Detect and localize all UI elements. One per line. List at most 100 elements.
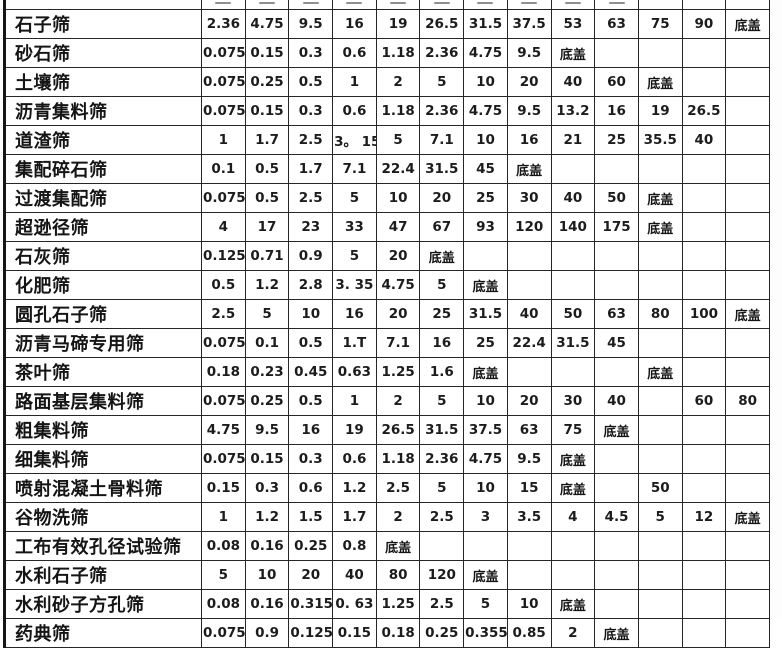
sieve-size-cell: 26.5	[375, 415, 421, 445]
empty-cell	[725, 560, 770, 590]
table-row: 过渡集配筛 0.075 0.5 2.5 5 10 20 25 30 40 50 底盖	[3, 183, 770, 213]
empty-cell	[725, 241, 770, 271]
sieve-size-cell: 25	[463, 183, 508, 213]
table-row: 石子筛 2.36 4.75 9.5 16 19 26.5 31.5 37.5 53 63 75 90 底…	[3, 9, 770, 39]
bottom-cover-cell: 底盖	[419, 241, 465, 271]
sieve-name-cell: 化肥筛	[3, 270, 202, 300]
sieve-size-cell: 35.5	[637, 125, 683, 155]
sieve-size-cell: 0.3	[288, 38, 334, 68]
sieve-size-cell: 1	[332, 386, 377, 416]
empty-cell	[637, 328, 683, 358]
sieve-size-cell: 0.5	[288, 67, 334, 97]
bottom-cover-cell: 底盖	[550, 444, 596, 474]
empty-cell	[681, 270, 727, 300]
sieve-size-cell: 0.18	[201, 357, 246, 387]
sieve-size-cell: 0.9	[288, 241, 334, 271]
sieve-size-cell: 63	[506, 415, 552, 445]
sieve-size-cell: 4.75	[244, 9, 290, 39]
sieve-size-cell: 5	[201, 560, 246, 590]
table-row: 药典筛 0.075 0.9 0.125 0.15 0.18 0.25 0.355 0.85 2 底…	[3, 618, 770, 648]
sieve-size-cell: 10	[463, 473, 508, 503]
table-row: 喷射混凝土骨料筛 0.15 0.3 0.6 1.2 2.5 5 10 15 底盖 50	[3, 473, 770, 503]
sieve-size-cell: 100	[681, 299, 727, 329]
sieve-name-cell: 茶叶筛	[3, 357, 202, 387]
empty-cell	[550, 560, 596, 590]
sieve-size-cell: 0.63	[332, 357, 377, 387]
sieve-size-cell: 1.18	[375, 96, 421, 126]
sieve-size-cell: 80	[637, 299, 683, 329]
sieve-size-cell: 9.5	[506, 444, 552, 474]
sieve-size-cell: 0.23	[244, 357, 290, 387]
empty-cell	[594, 241, 639, 271]
sieve-size-cell: 20	[506, 386, 552, 416]
sieve-size-cell: 16	[594, 96, 639, 126]
bottom-cover-cell: 底盖	[725, 299, 770, 329]
empty-cell	[550, 531, 596, 561]
empty-cell	[725, 589, 770, 619]
sieve-size-cell: 33	[332, 212, 377, 242]
sieve-size-cell: 0.6	[332, 444, 377, 474]
empty-cell	[637, 154, 683, 184]
table-row: 工布有效孔径试验筛 0.08 0.16 0.25 0.8 底盖	[3, 531, 770, 561]
sieve-size-cell: 0.075	[201, 444, 246, 474]
bottom-cover-cell: 底盖	[550, 38, 596, 68]
sieve-size-cell: 0.71	[244, 241, 290, 271]
empty-cell	[725, 212, 770, 242]
sieve-size-cell: 2.5	[419, 589, 465, 619]
table-row: 集配碎石筛 0.1 0.5 1.7 7.1 22.4 31.5 45 底盖	[3, 154, 770, 184]
sieve-size-cell: 9.5	[288, 9, 334, 39]
sieve-size-cell: 3. 35	[332, 270, 377, 300]
sieve-size-cell: 93	[463, 212, 508, 242]
empty-cell	[725, 38, 770, 68]
sieve-name-cell: 道渣筛	[3, 125, 202, 155]
sieve-size-cell: 21	[550, 125, 596, 155]
cropped-top-row	[3, 0, 770, 10]
cropped-cell	[506, 0, 552, 10]
empty-cell	[725, 183, 770, 213]
sieve-size-cell: 3。 15	[332, 125, 377, 155]
sieve-size-cell: 1	[201, 502, 246, 532]
sieve-size-cell: 1.7	[244, 125, 290, 155]
sieve-table-document: 石子筛 2.36 4.75 9.5 16 19 26.5 31.5 37.5 53 63 75 90 底…	[0, 0, 782, 617]
sieve-size-cell: 60	[681, 386, 727, 416]
sieve-size-cell: 2.36	[419, 38, 465, 68]
table-row: 圆孔石子筛 2.5 5 10 16 20 25 31.5 40 50 63 80 100 底盖	[3, 299, 770, 329]
sieve-size-cell: 25	[463, 328, 508, 358]
bottom-cover-cell: 底盖	[725, 502, 770, 532]
sieve-size-cell: 0.25	[244, 67, 290, 97]
empty-cell	[681, 415, 727, 445]
cropped-cell	[201, 0, 246, 10]
empty-cell	[550, 154, 596, 184]
table-row: 沥青马碲专用筛 0.075 0.1 0.5 1.T 7.1 16 25 22.4 31.5 45	[3, 328, 770, 358]
sieve-size-cell: 80	[375, 560, 421, 590]
sieve-size-cell: 20	[506, 67, 552, 97]
table-row: 超逊径筛 4 17 23 33 47 67 93 120 140 175 底盖	[3, 212, 770, 242]
empty-cell	[725, 154, 770, 184]
sieve-size-cell: 4	[201, 212, 246, 242]
sieve-name-cell: 细集料筛	[3, 444, 202, 474]
sieve-name-cell: 粗集料筛	[3, 415, 202, 445]
sieve-size-table: 石子筛 2.36 4.75 9.5 16 19 26.5 31.5 37.5 53 63 75 90 底…	[3, 0, 770, 648]
sieve-size-cell: 0.315	[288, 589, 334, 619]
sieve-size-cell: 0.25	[419, 618, 465, 648]
sieve-size-cell: 5	[419, 67, 465, 97]
sieve-size-cell: 0.16	[244, 589, 290, 619]
sieve-size-cell: 0.075	[201, 183, 246, 213]
empty-cell	[594, 589, 639, 619]
empty-cell	[681, 212, 727, 242]
sieve-size-cell: 0.16	[244, 531, 290, 561]
sieve-size-cell: 53	[550, 9, 596, 39]
sieve-size-cell: 45	[463, 154, 508, 184]
cropped-cell	[681, 0, 727, 10]
sieve-size-cell: 0.1	[244, 328, 290, 358]
empty-cell	[463, 241, 508, 271]
sieve-name-cell: 石子筛	[3, 9, 202, 39]
cropped-cell	[244, 0, 290, 10]
empty-cell	[594, 270, 639, 300]
sieve-size-cell: 0.1	[201, 154, 246, 184]
sieve-size-cell: 0.3	[288, 96, 334, 126]
sieve-size-cell: 17	[244, 212, 290, 242]
sieve-name-cell: 水利砂子方孔筛	[3, 589, 202, 619]
sieve-size-cell: 0.15	[332, 618, 377, 648]
sieve-name-cell: 喷射混凝土骨料筛	[3, 473, 202, 503]
